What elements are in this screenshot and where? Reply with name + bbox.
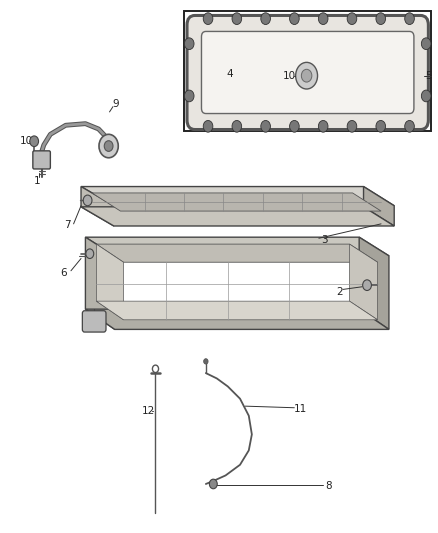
Text: 2: 2	[336, 287, 343, 297]
Polygon shape	[359, 237, 389, 329]
Circle shape	[184, 38, 194, 50]
Circle shape	[405, 120, 414, 132]
Text: 1: 1	[34, 176, 41, 186]
Circle shape	[184, 90, 194, 102]
Polygon shape	[96, 244, 378, 262]
Circle shape	[296, 62, 318, 89]
Polygon shape	[350, 244, 378, 320]
Text: 6: 6	[60, 269, 67, 278]
Circle shape	[261, 120, 270, 132]
Polygon shape	[85, 309, 389, 329]
Circle shape	[232, 120, 242, 132]
Circle shape	[421, 90, 431, 102]
Circle shape	[318, 13, 328, 25]
FancyBboxPatch shape	[33, 151, 50, 169]
FancyBboxPatch shape	[82, 311, 106, 332]
Circle shape	[209, 479, 217, 489]
Text: 13: 13	[88, 312, 101, 321]
Circle shape	[203, 120, 213, 132]
Circle shape	[99, 134, 118, 158]
Circle shape	[318, 120, 328, 132]
Text: 12: 12	[141, 407, 155, 416]
Circle shape	[405, 13, 414, 25]
Text: 7: 7	[64, 220, 71, 230]
Circle shape	[204, 359, 208, 364]
Circle shape	[347, 120, 357, 132]
Circle shape	[376, 13, 385, 25]
Circle shape	[376, 120, 385, 132]
Circle shape	[290, 13, 299, 25]
Text: 10: 10	[283, 71, 296, 80]
Polygon shape	[85, 237, 389, 256]
Circle shape	[232, 13, 242, 25]
Circle shape	[363, 280, 371, 290]
Text: 9: 9	[113, 99, 120, 109]
Text: 3: 3	[321, 235, 328, 245]
Circle shape	[86, 249, 94, 259]
Polygon shape	[85, 237, 115, 329]
Polygon shape	[96, 244, 124, 320]
Circle shape	[301, 69, 312, 82]
Polygon shape	[81, 207, 394, 226]
FancyBboxPatch shape	[201, 31, 414, 114]
Circle shape	[290, 120, 299, 132]
Circle shape	[203, 13, 213, 25]
FancyBboxPatch shape	[184, 11, 431, 131]
Circle shape	[83, 195, 92, 206]
Text: 4: 4	[226, 69, 233, 78]
Circle shape	[261, 13, 270, 25]
Circle shape	[30, 136, 39, 147]
Circle shape	[347, 13, 357, 25]
Text: 8: 8	[325, 481, 332, 491]
Polygon shape	[81, 187, 114, 226]
FancyBboxPatch shape	[187, 15, 428, 130]
Text: 10: 10	[20, 136, 33, 146]
Polygon shape	[364, 187, 394, 226]
Text: 11: 11	[293, 404, 307, 414]
Polygon shape	[81, 187, 394, 206]
Circle shape	[421, 38, 431, 50]
Polygon shape	[92, 193, 381, 211]
Text: 5: 5	[425, 71, 432, 80]
Circle shape	[104, 141, 113, 151]
Polygon shape	[96, 301, 378, 320]
